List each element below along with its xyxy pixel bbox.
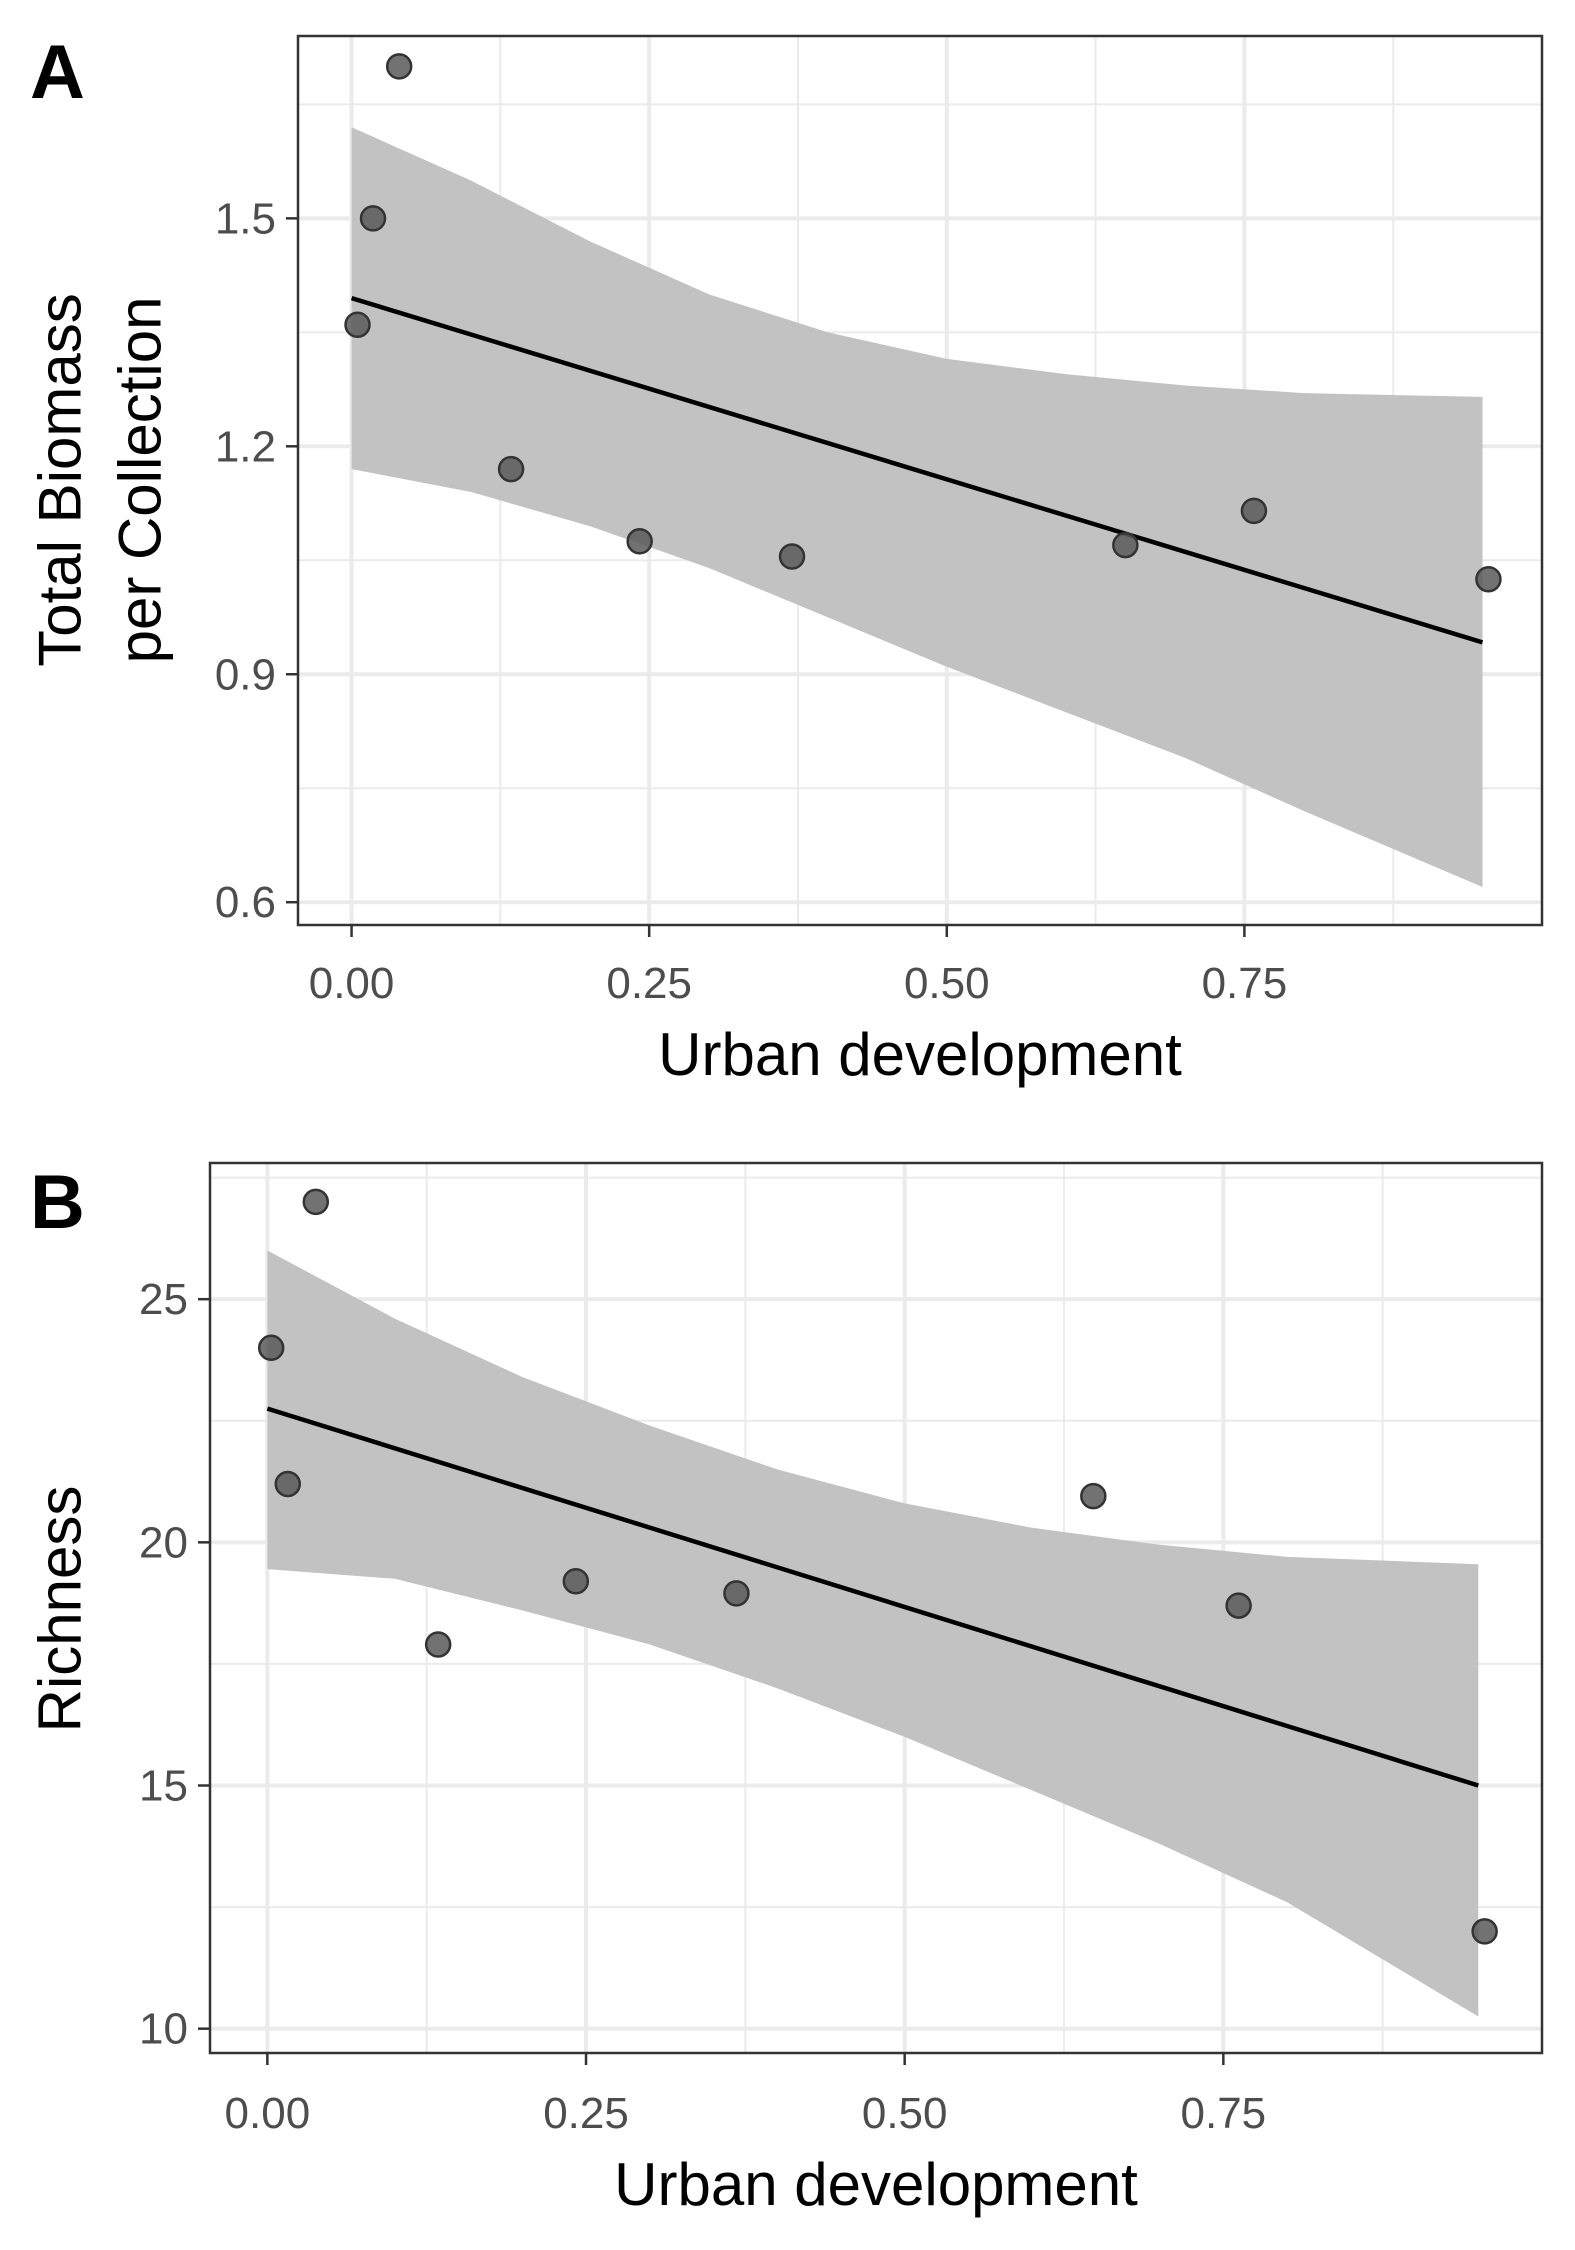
y-tick-label: 25 <box>139 1275 188 1324</box>
data-point-1 <box>257 1334 285 1362</box>
x-tick-label: 0.75 <box>1181 2089 1267 2138</box>
y-tick-label: 0.6 <box>215 878 276 927</box>
y-tick-label: 20 <box>139 1518 188 1567</box>
confidence-band <box>267 1250 1479 2017</box>
data-point-5 <box>562 1568 590 1595</box>
data-point-3 <box>302 1188 330 1216</box>
y-axis-title: Total Biomass <box>27 293 94 666</box>
x-tick-label: 0.75 <box>1202 959 1288 1008</box>
y-axis-title: per Collection <box>107 297 174 664</box>
data-point-7 <box>1112 531 1139 559</box>
x-tick-label: 0.00 <box>309 959 395 1008</box>
data-point-8 <box>1240 497 1268 525</box>
data-point-5 <box>626 528 653 555</box>
regression-line <box>266 1406 1479 1788</box>
y-tick-label: 10 <box>139 2005 188 2054</box>
data-point-7 <box>1080 1482 1107 1510</box>
y-tick-label: 1.2 <box>215 422 276 471</box>
x-tick-label: 0.50 <box>862 2089 948 2138</box>
data-point-9 <box>1471 1918 1498 1945</box>
x-tick-label: 0.25 <box>543 2089 629 2138</box>
y-axis-title: Richness <box>27 1486 94 1733</box>
panel-label: A <box>30 30 85 115</box>
data-point-3 <box>385 53 413 80</box>
data-point-4 <box>497 455 525 483</box>
y-tick-label: 15 <box>139 1762 188 1811</box>
data-point-2 <box>359 205 387 232</box>
panel-border <box>208 1161 1544 2055</box>
chart-panel-b: 0.00 0.25 0.50 0.75 10 15 20 25 Urban developmen… <box>27 1160 1544 2218</box>
data-point-9 <box>1475 566 1502 593</box>
regression-line <box>350 295 1484 645</box>
x-tick-label: 0.00 <box>225 2089 311 2138</box>
y-tick-label: 1.5 <box>215 194 276 243</box>
panel-label: B <box>30 1160 85 1245</box>
confidence-band <box>351 127 1483 887</box>
x-axis-title: Urban development <box>614 2151 1138 2218</box>
data-point-2 <box>274 1470 302 1498</box>
panel-border <box>296 34 1544 927</box>
data-point-6 <box>723 1580 750 1607</box>
data-point-8 <box>1225 1592 1252 1619</box>
x-tick-label: 0.25 <box>606 959 692 1008</box>
data-point-4 <box>424 1631 452 1658</box>
data-point-1 <box>344 311 371 338</box>
y-tick-label: 0.9 <box>215 650 276 699</box>
data-point-6 <box>778 543 806 570</box>
x-axis-title: Urban development <box>658 1021 1182 1088</box>
chart-panel-a: 0.00 0.25 0.50 0.75 0.6 0.9 1.2 1.5 Urban develo… <box>27 30 1544 1088</box>
x-tick-label: 0.50 <box>904 959 990 1008</box>
